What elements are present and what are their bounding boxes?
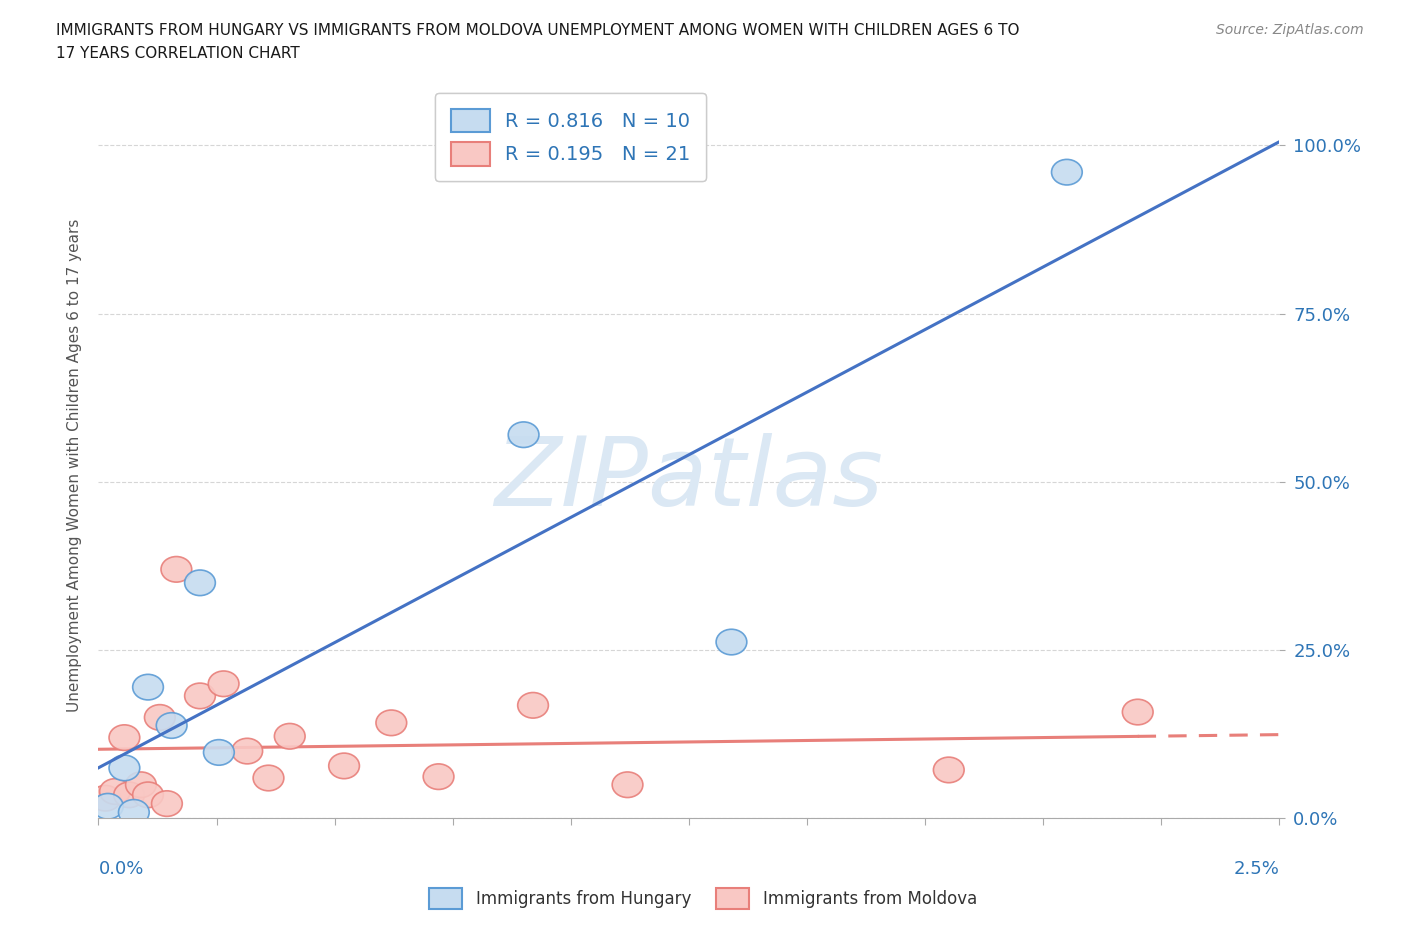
- Ellipse shape: [162, 556, 191, 582]
- Y-axis label: Unemployment Among Women with Children Ages 6 to 17 years: Unemployment Among Women with Children A…: [66, 219, 82, 711]
- Ellipse shape: [423, 764, 454, 790]
- Text: IMMIGRANTS FROM HUNGARY VS IMMIGRANTS FROM MOLDOVA UNEMPLOYMENT AMONG WOMEN WITH: IMMIGRANTS FROM HUNGARY VS IMMIGRANTS FR…: [56, 23, 1019, 38]
- Ellipse shape: [156, 712, 187, 738]
- Text: Source: ZipAtlas.com: Source: ZipAtlas.com: [1216, 23, 1364, 37]
- Legend: R = 0.816   N = 10, R = 0.195   N = 21: R = 0.816 N = 10, R = 0.195 N = 21: [436, 93, 706, 181]
- Ellipse shape: [517, 693, 548, 718]
- Ellipse shape: [1122, 699, 1153, 724]
- Ellipse shape: [1052, 159, 1083, 185]
- Legend: Immigrants from Hungary, Immigrants from Moldova: Immigrants from Hungary, Immigrants from…: [420, 880, 986, 917]
- Ellipse shape: [232, 738, 263, 764]
- Ellipse shape: [375, 710, 406, 736]
- Ellipse shape: [125, 772, 156, 798]
- Ellipse shape: [274, 724, 305, 749]
- Ellipse shape: [110, 724, 139, 751]
- Ellipse shape: [204, 739, 235, 765]
- Ellipse shape: [110, 755, 139, 780]
- Ellipse shape: [184, 570, 215, 595]
- Ellipse shape: [145, 705, 176, 730]
- Text: 2.5%: 2.5%: [1233, 860, 1279, 878]
- Ellipse shape: [329, 753, 360, 778]
- Ellipse shape: [934, 757, 965, 783]
- Text: ZIPatlas: ZIPatlas: [495, 432, 883, 525]
- Ellipse shape: [253, 765, 284, 790]
- Text: 17 YEARS CORRELATION CHART: 17 YEARS CORRELATION CHART: [56, 46, 299, 61]
- Ellipse shape: [132, 674, 163, 700]
- Ellipse shape: [152, 790, 183, 817]
- Ellipse shape: [508, 422, 538, 447]
- Ellipse shape: [132, 782, 163, 807]
- Ellipse shape: [114, 782, 145, 807]
- Ellipse shape: [90, 786, 121, 811]
- Ellipse shape: [184, 684, 215, 709]
- Ellipse shape: [716, 630, 747, 655]
- Text: 0.0%: 0.0%: [98, 860, 143, 878]
- Ellipse shape: [118, 800, 149, 825]
- Ellipse shape: [93, 793, 124, 819]
- Ellipse shape: [208, 671, 239, 697]
- Ellipse shape: [100, 778, 131, 804]
- Ellipse shape: [612, 772, 643, 798]
